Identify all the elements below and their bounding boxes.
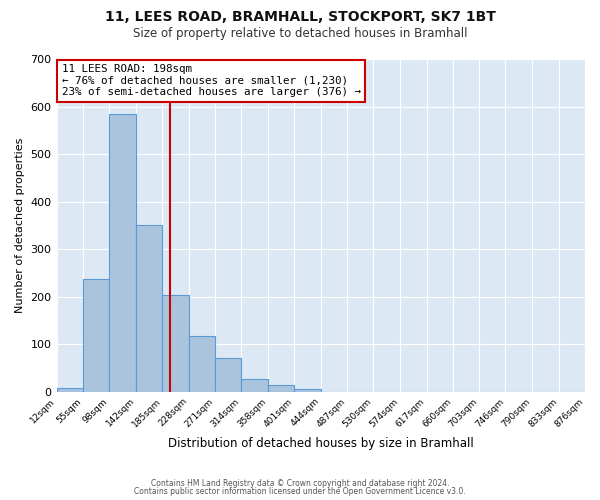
Text: Size of property relative to detached houses in Bramhall: Size of property relative to detached ho… (133, 28, 467, 40)
Bar (56, 388, 83, 392)
Bar (83, 278, 109, 392)
Y-axis label: Number of detached properties: Number of detached properties (15, 138, 25, 313)
Bar (109, 114, 136, 392)
Bar (188, 336, 215, 392)
Bar (241, 379, 268, 392)
Text: 11, LEES ROAD, BRAMHALL, STOCKPORT, SK7 1BT: 11, LEES ROAD, BRAMHALL, STOCKPORT, SK7 … (104, 10, 496, 24)
Text: 11 LEES ROAD: 198sqm
← 76% of detached houses are smaller (1,230)
23% of semi-de: 11 LEES ROAD: 198sqm ← 76% of detached h… (62, 64, 361, 97)
Bar (215, 358, 241, 392)
Bar (136, 226, 163, 392)
Bar (163, 295, 188, 392)
Text: Contains HM Land Registry data © Crown copyright and database right 2024.: Contains HM Land Registry data © Crown c… (151, 478, 449, 488)
Bar (268, 385, 295, 392)
Bar (295, 390, 321, 392)
X-axis label: Distribution of detached houses by size in Bramhall: Distribution of detached houses by size … (168, 437, 473, 450)
Text: Contains public sector information licensed under the Open Government Licence v3: Contains public sector information licen… (134, 487, 466, 496)
